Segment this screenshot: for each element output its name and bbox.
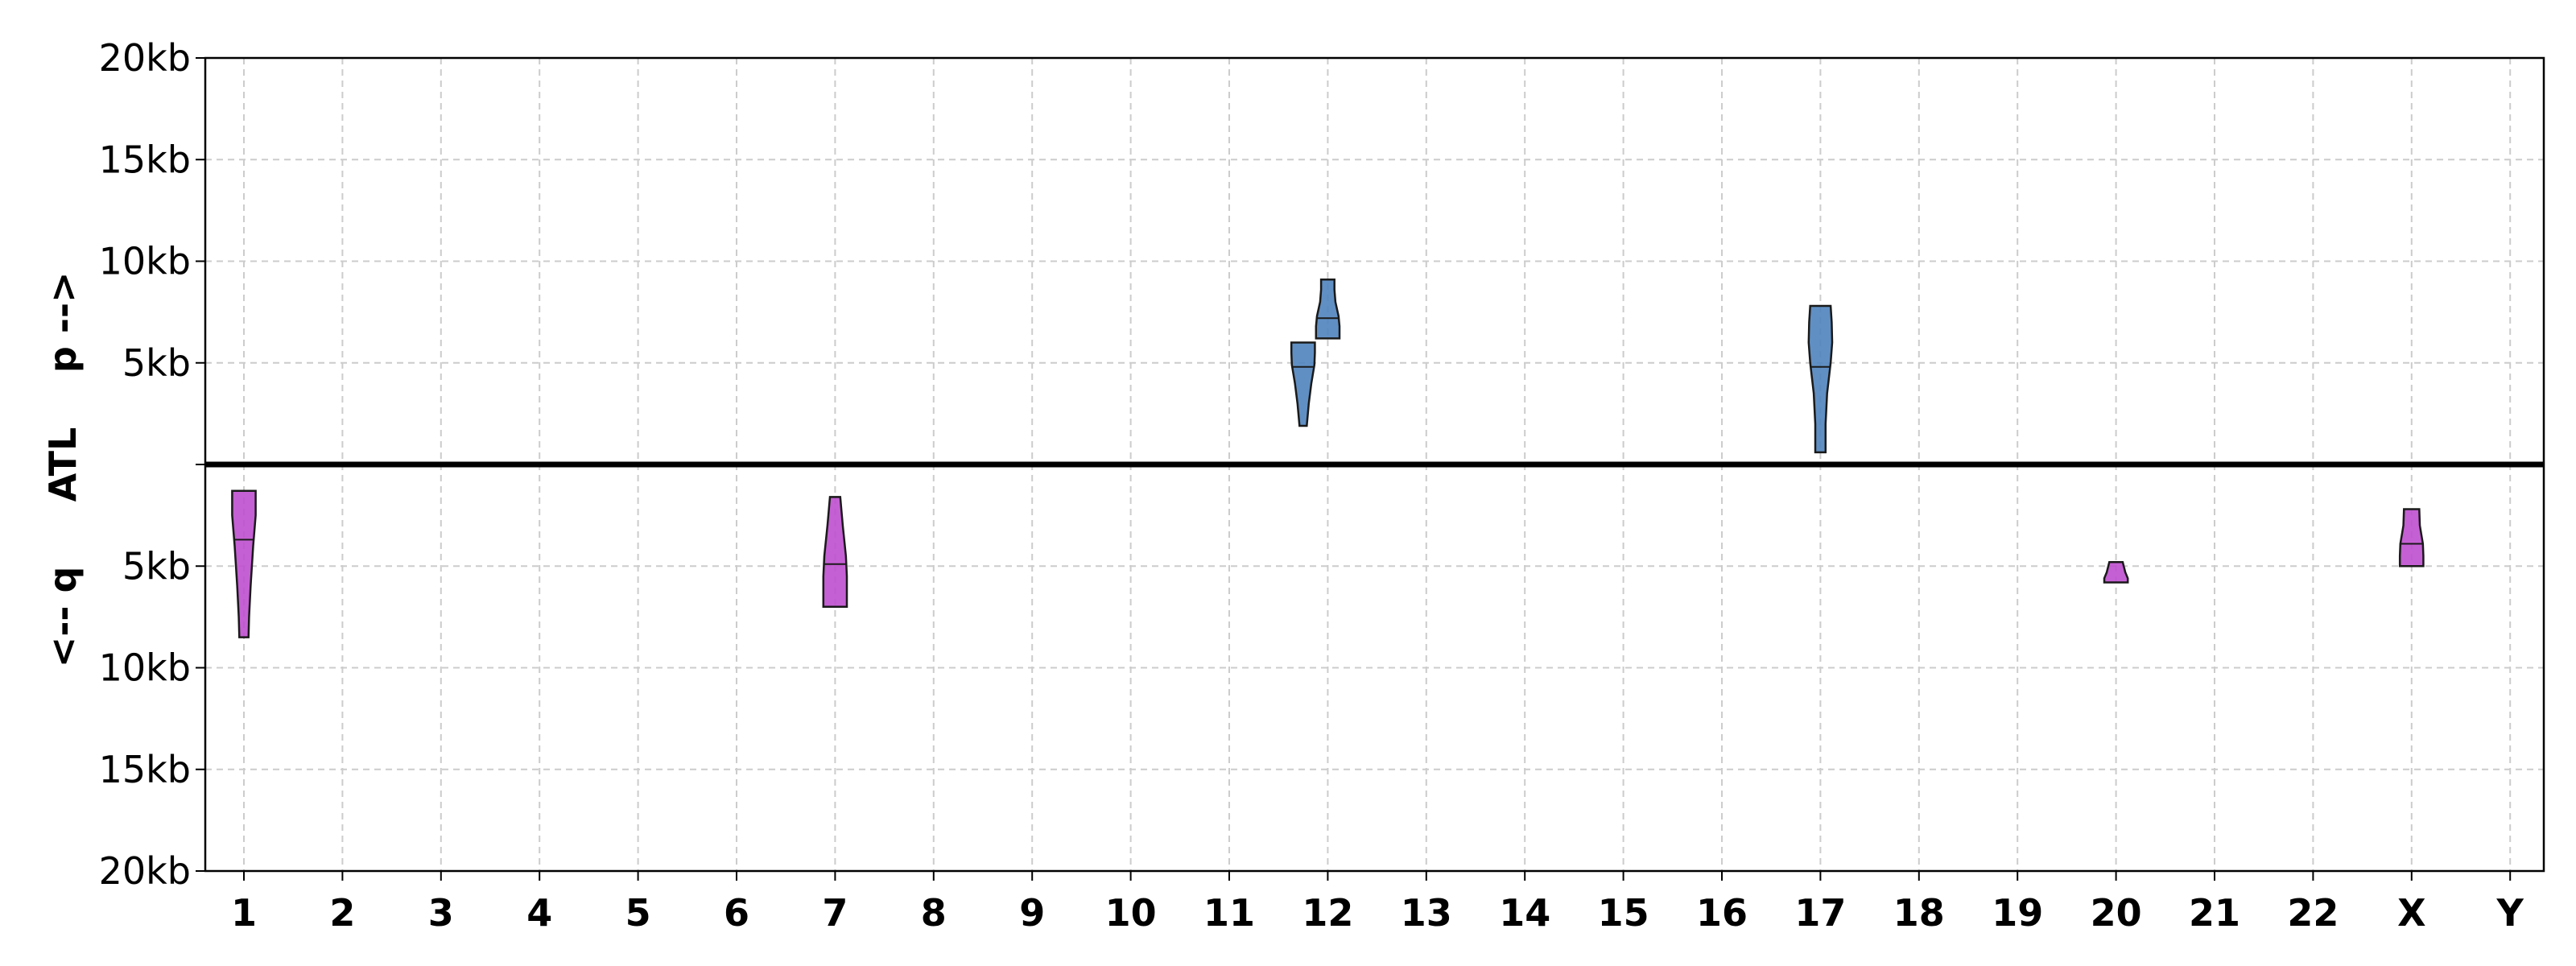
atl-axis-label: ATL: [41, 427, 85, 502]
x-tick-label: 22: [2287, 891, 2339, 935]
x-tick-label: 18: [1893, 891, 1945, 935]
x-tick-label: 9: [1019, 891, 1045, 935]
x-tick-label: 4: [526, 891, 552, 935]
x-tick-label: 2: [329, 891, 355, 935]
violin-body: [2103, 560, 2129, 584]
x-tick-label: 5: [625, 891, 651, 935]
x-tick-label: 6: [724, 891, 749, 935]
y-tick-label: 10kb: [99, 240, 191, 283]
violin-body: [231, 489, 257, 638]
x-tick-label: 8: [921, 891, 947, 935]
x-tick-label: 1: [231, 891, 257, 935]
violin-layer: [231, 278, 2425, 638]
y-tick-label: 20kb: [99, 849, 191, 893]
y-tick-label: 20kb: [99, 36, 191, 80]
x-tick-label: 12: [1302, 891, 1353, 935]
x-tick-label: 13: [1401, 891, 1452, 935]
y-tick-label: 5kb: [122, 544, 191, 588]
violin-body: [822, 496, 848, 609]
y-tick-label: 15kb: [99, 138, 191, 181]
x-tick-label: 7: [822, 891, 848, 935]
violin-body: [1290, 341, 1316, 427]
x-tick-label: 21: [2189, 891, 2240, 935]
y-tick-label: 5kb: [122, 341, 191, 385]
x-tick-label: 17: [1794, 891, 1846, 935]
x-tick-label: 19: [1992, 891, 2043, 935]
x-tick-label: 11: [1203, 891, 1255, 935]
x-tick-label: Y: [2496, 891, 2524, 935]
violin-body: [2398, 508, 2425, 568]
y-tick-label: 15kb: [99, 748, 191, 791]
violin-body: [1315, 278, 1341, 340]
x-tick-label: 14: [1499, 891, 1550, 935]
q-arm-axis-label: <-- q: [41, 567, 85, 668]
y-tick-label: 10kb: [99, 646, 191, 690]
p-arm-axis-label: p -->: [41, 271, 85, 373]
x-tick-label: 16: [1696, 891, 1748, 935]
x-tick-label: 20: [2091, 891, 2142, 935]
x-tick-label: X: [2397, 891, 2425, 935]
x-tick-label: 15: [1598, 891, 1649, 935]
x-tick-label: 10: [1105, 891, 1157, 935]
violin-body: [1807, 304, 1834, 454]
tick-layer: 1 2 3 4 5 6 7 8 9 10 11 12 13 14 15 16 17 18 19 20 21 22 X Y20k…: [99, 36, 2524, 935]
x-tick-label: 3: [428, 891, 454, 935]
